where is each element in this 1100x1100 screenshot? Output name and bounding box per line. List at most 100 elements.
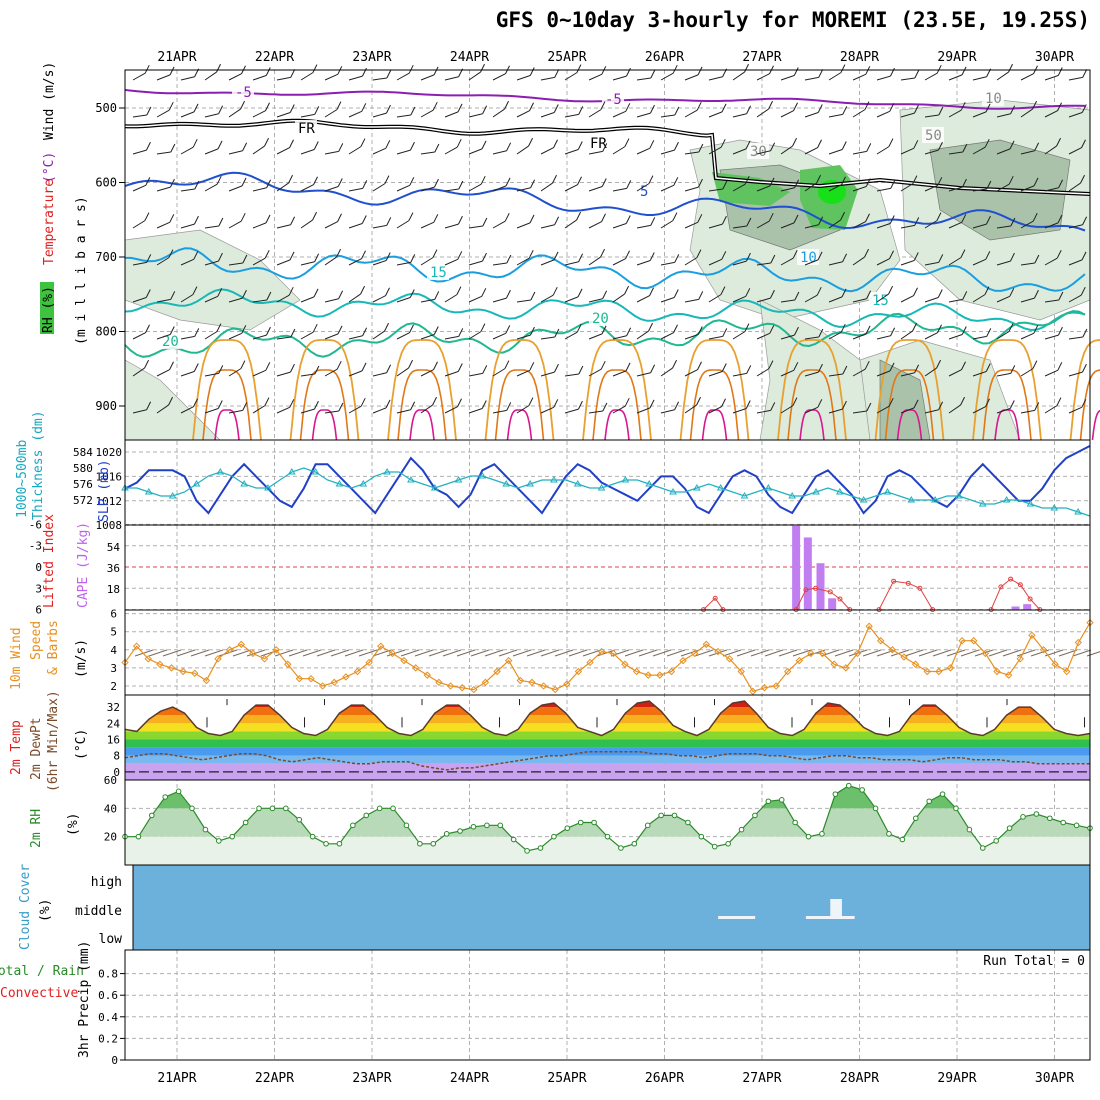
wind-barb <box>204 260 219 266</box>
wind-speed-marker <box>493 667 501 676</box>
wind-speed-marker <box>342 673 350 681</box>
slp-tick-label: 1012 <box>96 495 123 508</box>
wind-barb <box>180 188 195 192</box>
wind-barb <box>876 293 889 303</box>
wind-barb-flag <box>506 289 511 299</box>
wind-barb <box>324 109 338 118</box>
wind-barb-flag <box>578 400 583 410</box>
wind-barb-flag <box>457 103 463 113</box>
wind-barb <box>588 186 603 192</box>
wind-barb-flag <box>144 64 150 74</box>
wind-barb <box>444 188 459 192</box>
rh-legend-label: RH (%) <box>41 286 56 333</box>
wind-barb <box>996 148 1011 155</box>
wind-barb <box>732 295 746 303</box>
thickness-marker <box>383 468 391 475</box>
wind-barb-flag <box>625 250 630 259</box>
rh-marker <box>430 840 437 847</box>
wind-barb <box>1044 334 1059 340</box>
wind-barb <box>900 407 915 414</box>
wind-barb <box>660 367 673 377</box>
wind-barb-flag <box>458 328 464 337</box>
wind-barb-flag <box>433 361 438 370</box>
wind-barb-flag <box>193 251 199 260</box>
wind-barb <box>492 262 507 266</box>
wind-barb-flag <box>721 398 726 407</box>
wind-speed-marker <box>842 664 850 672</box>
wind-barb-flag <box>626 180 632 189</box>
wind-barb-flag <box>145 177 151 186</box>
thickness-tick-label: 576 <box>73 478 93 491</box>
wind-barb-flag <box>1058 179 1064 188</box>
wind-barb <box>804 112 819 118</box>
wind-barb <box>708 258 722 266</box>
wind-barb-flag <box>337 325 343 335</box>
wind-barb-flag <box>361 250 366 259</box>
wind-barb-flag <box>290 363 295 373</box>
wind-barb-flag <box>938 141 943 151</box>
wind-barb <box>444 258 458 266</box>
wind-barb <box>1058 649 1078 657</box>
rh-marker <box>845 782 852 789</box>
wind-barb <box>468 225 483 229</box>
wind-barb-flag <box>912 175 918 184</box>
cloud-level-label: high <box>91 875 122 890</box>
li-marker <box>905 580 911 586</box>
wind-speed-marker <box>632 667 641 676</box>
wind-barb <box>132 409 147 414</box>
thickness-marker <box>454 476 463 483</box>
wind-barb-flag <box>192 286 198 295</box>
wind-barb-flag <box>842 253 848 262</box>
wind-barb-flag <box>289 104 295 113</box>
wind-legend-label: Wind (m/s) <box>42 62 57 140</box>
wind-barb <box>428 649 448 657</box>
wind-barb <box>612 335 627 340</box>
precip-tick-label: 0.2 <box>98 1032 118 1045</box>
wind-barb-flag <box>218 365 224 374</box>
rh-marker <box>912 815 919 822</box>
wind-barb <box>252 405 266 414</box>
wind-barb-flag <box>169 361 174 370</box>
wind-barb <box>852 256 865 266</box>
wind-barb <box>348 370 363 377</box>
wind-barb-flag <box>697 214 703 223</box>
wind-barb <box>324 298 339 303</box>
wind-speed-marker <box>167 664 176 672</box>
wind-barb <box>444 146 458 155</box>
wind-barb <box>300 296 315 303</box>
wind-barb <box>470 649 490 657</box>
x-tick-label-bottom: 26APR <box>645 1071 684 1086</box>
wind-barb-flag <box>481 140 487 150</box>
x-tick-label-bottom: 22APR <box>255 1071 294 1086</box>
wind-barb <box>1068 224 1083 229</box>
wind-barb-flag <box>314 400 319 410</box>
wind-barb <box>694 649 714 657</box>
thickness-marker <box>526 480 534 487</box>
wind-barb-flag <box>722 328 728 337</box>
wind-speed-marker <box>1004 671 1013 679</box>
thickness-marker <box>692 484 701 491</box>
wind-barb-flag <box>985 363 991 372</box>
temperature-contour <box>1091 409 1100 441</box>
wind-barb-flag <box>265 214 271 224</box>
wind-barb-flag <box>553 399 559 408</box>
wind-barb <box>348 223 363 229</box>
wind-barb-flag <box>1056 137 1062 147</box>
wind-barb <box>300 72 314 81</box>
cape-bar <box>792 525 801 610</box>
wind-barb <box>708 294 722 303</box>
wind-barb <box>468 331 482 340</box>
wind-barb-flag <box>770 254 776 264</box>
wind-barb-flag <box>600 360 606 370</box>
wind-barb <box>132 261 147 266</box>
wind-speed-line <box>124 622 1091 693</box>
wind-barb <box>996 113 1011 118</box>
wind-barb-flag <box>146 401 152 410</box>
wind-barb <box>612 75 627 81</box>
wind-barb <box>876 110 890 118</box>
wind-barb-flag <box>1056 249 1062 259</box>
wind-barb-flag <box>338 402 344 412</box>
wind-speed-marker <box>1028 631 1036 640</box>
wind-barb <box>156 334 171 340</box>
